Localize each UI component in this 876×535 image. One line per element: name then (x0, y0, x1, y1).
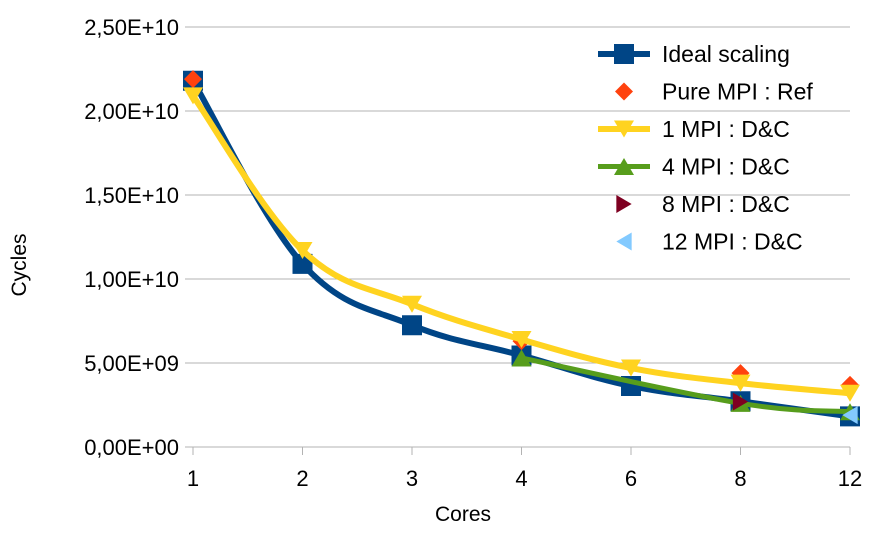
legend-item: 4 MPI : D&C (598, 154, 790, 180)
data-point (183, 87, 203, 105)
x-tick-label: 12 (838, 466, 862, 491)
legend-swatch-marker (615, 82, 633, 101)
legend-item: 1 MPI : D&C (598, 116, 790, 142)
data-point (292, 241, 313, 259)
y-axis-ticks: 0,00E+00 5,00E+09 1,00E+10 1,50E+10 2,00E+10… (84, 15, 193, 460)
series-1-mpi-d-c (183, 87, 860, 402)
legend-swatch-marker (614, 120, 634, 138)
y-axis-title: Cycles (8, 233, 31, 296)
y-tick-label: 0,00E+00 (84, 435, 179, 460)
x-axis-ticks: 1 2 3 4 6 8 12 (187, 447, 862, 491)
legend-label: 4 MPI : D&C (662, 154, 790, 180)
y-tick-label: 1,00E+10 (84, 267, 179, 292)
data-point (511, 330, 532, 348)
y-tick-label: 1,50E+10 (84, 183, 179, 208)
data-point (402, 315, 422, 336)
x-tick-label: 1 (187, 466, 199, 491)
legend-label: 12 MPI : D&C (662, 229, 803, 255)
x-tick-label: 8 (734, 466, 746, 491)
legend-label: 8 MPI : D&C (662, 191, 790, 217)
x-tick-label: 3 (406, 466, 418, 491)
series-8-mpi-d-c (732, 392, 749, 411)
x-tick-label: 6 (625, 466, 637, 491)
legend-swatch-marker (614, 44, 634, 64)
grid (193, 26, 850, 364)
x-axis-title: Cores (435, 503, 491, 526)
data-point (732, 392, 749, 411)
data-point (184, 70, 202, 89)
series-12-mpi-d-c (842, 406, 858, 425)
data-point (842, 406, 858, 425)
legend-swatch-marker (616, 195, 632, 213)
legend-item: Ideal scaling (598, 41, 790, 67)
data-point (840, 384, 860, 402)
legend-item: Pure MPI : Ref (615, 79, 813, 105)
y-tick-label: 2,50E+10 (84, 15, 179, 40)
x-tick-label: 4 (515, 466, 527, 491)
series-layer (183, 70, 860, 427)
legend-label: Pure MPI : Ref (662, 79, 813, 105)
data-point (402, 295, 422, 313)
legend-swatch-marker (614, 158, 634, 175)
series-4-mpi-d-c (511, 349, 860, 421)
series-line (520, 355, 851, 415)
legend-swatch-marker (616, 232, 632, 251)
y-tick-label: 5,00E+09 (84, 351, 179, 376)
data-point (621, 359, 641, 377)
legend-item: 8 MPI : D&C (616, 191, 790, 217)
legend-label: Ideal scaling (662, 41, 790, 67)
legend-item: 12 MPI : D&C (616, 229, 803, 255)
data-point (511, 349, 532, 367)
y-tick-label: 2,00E+10 (84, 99, 179, 124)
legend-label: 1 MPI : D&C (662, 116, 790, 142)
legend: Ideal scaling Pure MPI : Ref 1 MPI : D&C 4 … (598, 41, 813, 255)
x-tick-label: 2 (296, 466, 308, 491)
data-point (730, 374, 751, 392)
